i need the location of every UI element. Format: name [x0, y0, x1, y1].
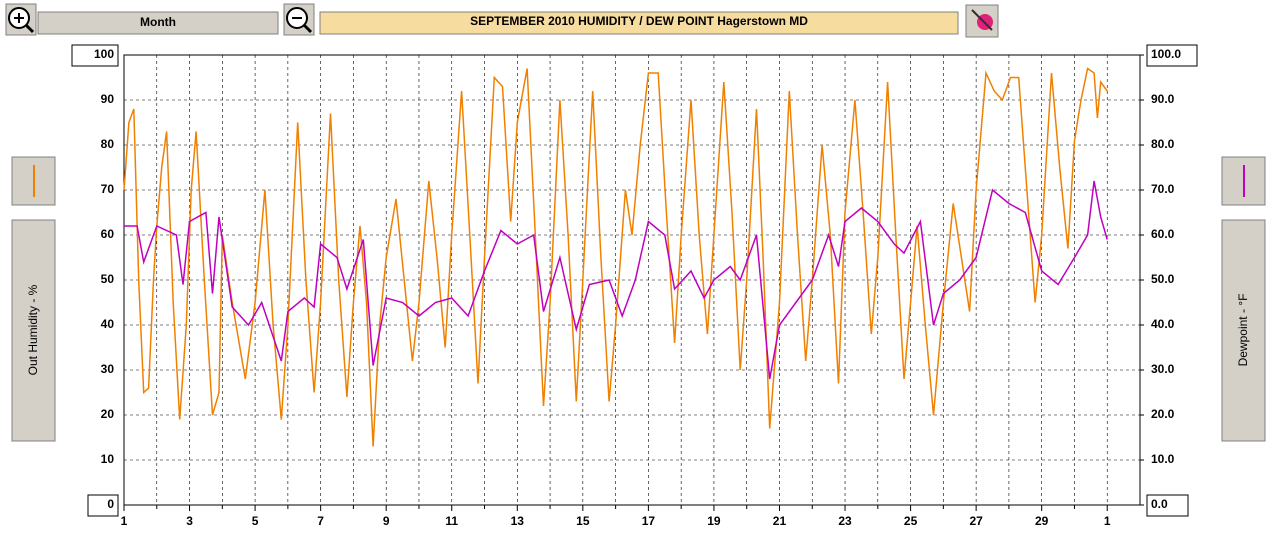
x-tick-label: 19 — [707, 514, 721, 528]
title-box — [319, 11, 959, 35]
y2-tick-label: 90.0 — [1151, 92, 1175, 106]
y2-tick-label: 50.0 — [1151, 272, 1175, 286]
zoom-in-button[interactable] — [5, 3, 37, 36]
x-tick-label: 1 — [1104, 514, 1111, 528]
y2-tick-label: 20.0 — [1151, 407, 1175, 421]
x-tick-label: 3 — [186, 514, 193, 528]
x-tick-label: 11 — [445, 514, 458, 528]
settings-icon[interactable] — [965, 4, 999, 38]
y2-tick-label: 60.0 — [1151, 227, 1175, 241]
x-tick-label: 21 — [773, 514, 787, 528]
x-tick-label: 7 — [317, 514, 324, 528]
y2-tick-label: 40.0 — [1151, 317, 1175, 331]
zoom-out-button[interactable] — [283, 3, 315, 36]
y-tick-label: 100 — [94, 47, 114, 61]
x-tick-label: 17 — [642, 514, 656, 528]
y2-tick-label: 80.0 — [1151, 137, 1175, 151]
period-selector[interactable]: Month — [37, 11, 279, 35]
x-tick-label: 13 — [511, 514, 525, 528]
y2-axis-label-box — [1221, 219, 1266, 442]
y2-tick-box — [1146, 44, 1198, 67]
data-line — [123, 67, 1108, 447]
y-axis-label: Out Humidity - % — [26, 284, 40, 375]
x-tick-label: 25 — [904, 514, 918, 528]
y-tick-label: 90 — [101, 92, 115, 106]
x-tick-label: 15 — [576, 514, 590, 528]
x-tick-label: 1 — [121, 514, 128, 528]
x-tick-label: 23 — [838, 514, 852, 528]
x-tick-label: 29 — [1035, 514, 1049, 528]
y-tick-label: 50 — [101, 272, 115, 286]
y-tick-label: 60 — [101, 227, 115, 241]
y-tick-label: 70 — [101, 182, 115, 196]
y2-tick-label: 10.0 — [1151, 452, 1175, 466]
y2-tick-label: 100.0 — [1151, 47, 1181, 61]
y-tick-label: 80 — [101, 137, 115, 151]
x-tick-label: 5 — [252, 514, 259, 528]
y2-tick-label: 0.0 — [1151, 497, 1168, 511]
y-tick-box — [87, 494, 119, 517]
y2-tick-label: 70.0 — [1151, 182, 1175, 196]
y-tick-label: 30 — [101, 362, 115, 376]
y2-tick-label: 30.0 — [1151, 362, 1175, 376]
period-label: Month — [140, 15, 176, 29]
y2-axis-label: Dewpoint - °F — [1236, 294, 1250, 367]
y2-tick-box — [1146, 494, 1189, 517]
chart-title: SEPTEMBER 2010 HUMIDITY / DEW POINT Hage… — [470, 14, 808, 28]
x-tick-label: 9 — [383, 514, 390, 528]
y-axis-label-box — [11, 219, 56, 442]
y-tick-label: 10 — [101, 452, 115, 466]
y-tick-label: 0 — [107, 497, 114, 511]
y-tick-label: 40 — [101, 317, 115, 331]
y-tick-box — [71, 44, 119, 67]
x-tick-label: 27 — [969, 514, 983, 528]
data-line — [124, 180, 1108, 380]
y-tick-label: 20 — [101, 407, 115, 421]
